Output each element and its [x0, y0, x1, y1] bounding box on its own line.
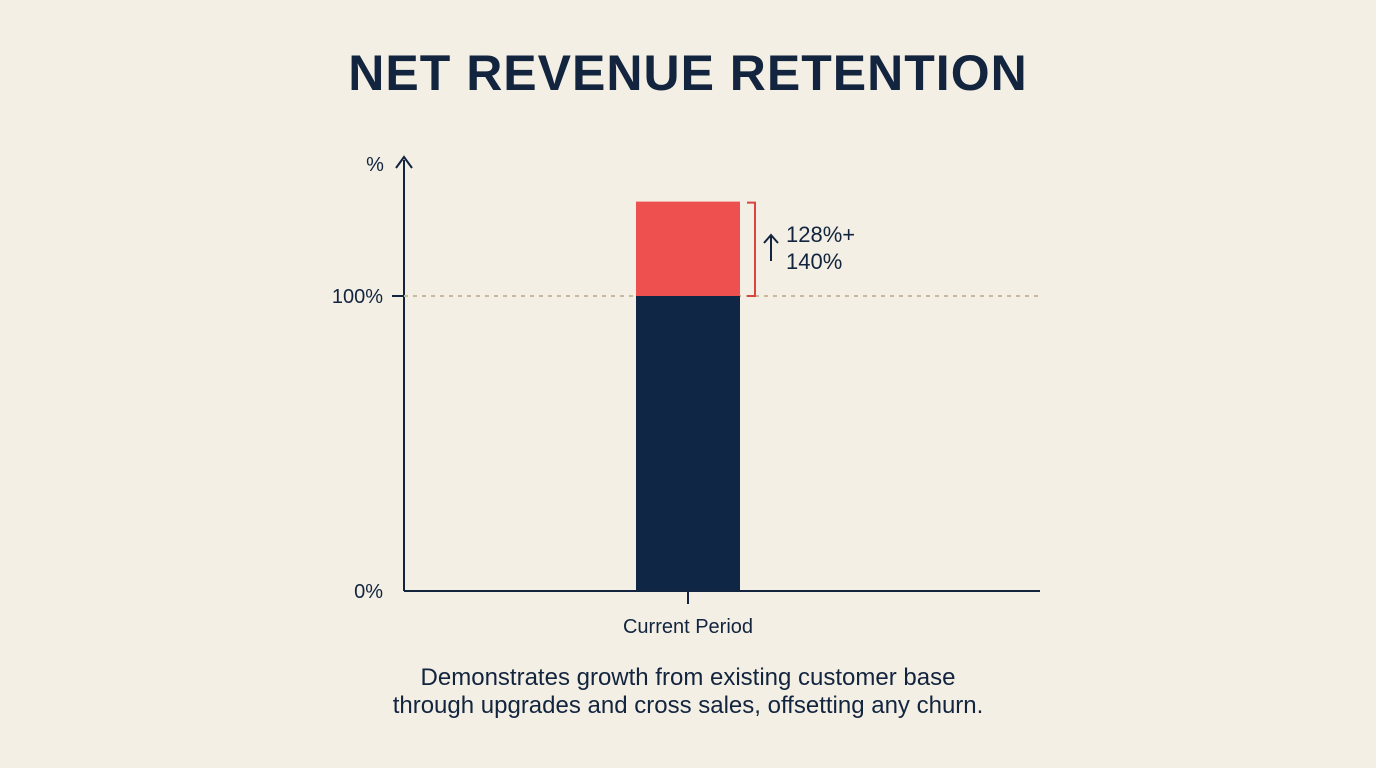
- y-tick-label: 100%: [332, 286, 383, 308]
- annotation-line-2: 140%: [786, 249, 842, 274]
- x-tick-label: Current Period: [623, 616, 753, 638]
- y-axis-arrow-icon: [395, 155, 413, 169]
- annotation-line-1: 128%+: [786, 222, 855, 247]
- caption-line-2: through upgrades and cross sales, offset…: [392, 692, 984, 719]
- caption-line-1: Demonstrates growth from existing custom…: [420, 664, 956, 691]
- y-axis-label: %: [366, 154, 384, 176]
- y-tick-label: 0%: [354, 581, 383, 603]
- up-arrow-icon-head: [763, 233, 779, 244]
- chart-caption: Demonstrates growth from existing custom…: [0, 664, 1376, 720]
- chart-title: NET REVENUE RETENTION: [348, 45, 1028, 101]
- bar-base-segment: [636, 296, 740, 591]
- annotation-bracket: [747, 201, 756, 297]
- bar-expansion-segment: [636, 201, 740, 296]
